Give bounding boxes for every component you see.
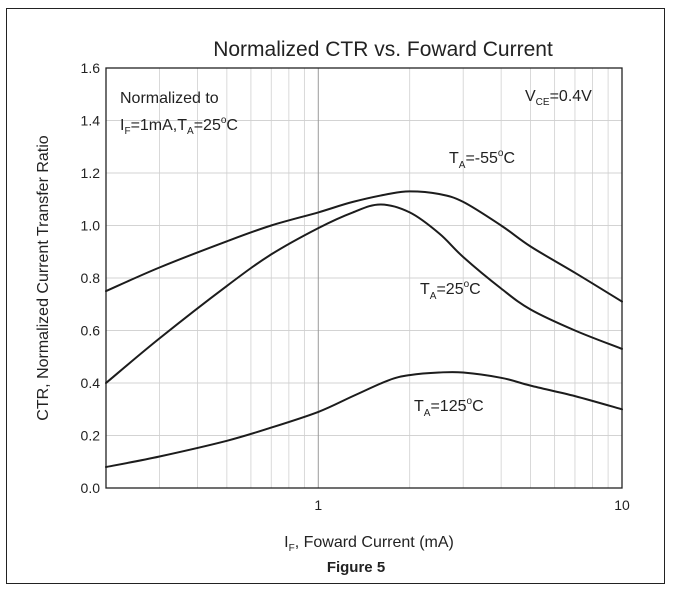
tick-labels: 0.0 0.2 0.4 0.6 0.8 1.0 1.2 1.4 1.6 1 10 <box>81 60 630 513</box>
annotation-vce: VCE=0.4V <box>525 88 592 108</box>
plot-area <box>105 67 623 489</box>
y-tick-label: 0.4 <box>81 375 101 391</box>
series-label-25: TA=25oC <box>420 279 481 302</box>
chart-title: Normalized CTR vs. Foward Current <box>213 38 553 61</box>
x-tick-label: 1 <box>314 497 322 513</box>
series-label-minus55: TA=-55oC <box>449 148 515 171</box>
y-tick-label: 1.6 <box>81 60 101 76</box>
y-tick-label: 0.8 <box>81 270 101 286</box>
x-axis-label-sub: F <box>289 543 295 554</box>
annotation-normalized-line2: IF=1mA,TA=25oC <box>120 115 238 137</box>
x-axis-label-main: I <box>284 534 288 551</box>
y-tick-label: 0.6 <box>81 323 101 339</box>
series-lines <box>105 190 623 468</box>
y-tick-label: 1.4 <box>81 113 101 129</box>
series-label-125: TA=125oC <box>414 396 484 419</box>
y-tick-label: 0.0 <box>81 480 101 496</box>
annotation-normalized-line1: Normalized to <box>120 90 219 107</box>
y-tick-label: 0.2 <box>81 428 101 444</box>
grid <box>106 68 622 488</box>
series-line-2 <box>105 370 623 468</box>
series-line-1 <box>105 203 623 384</box>
y-tick-label: 1.0 <box>81 218 101 234</box>
x-axis-label-rest: , Foward Current (mA) <box>295 534 454 551</box>
x-axis-label: IF, Foward Current (mA) <box>284 534 454 554</box>
y-axis-label: CTR, Normalized Current Transfer Ratio <box>35 135 52 421</box>
x-tick-label: 10 <box>614 497 630 513</box>
y-tick-label: 1.2 <box>81 165 101 181</box>
series-line-0 <box>105 190 623 303</box>
figure-caption: Figure 5 <box>327 559 385 576</box>
